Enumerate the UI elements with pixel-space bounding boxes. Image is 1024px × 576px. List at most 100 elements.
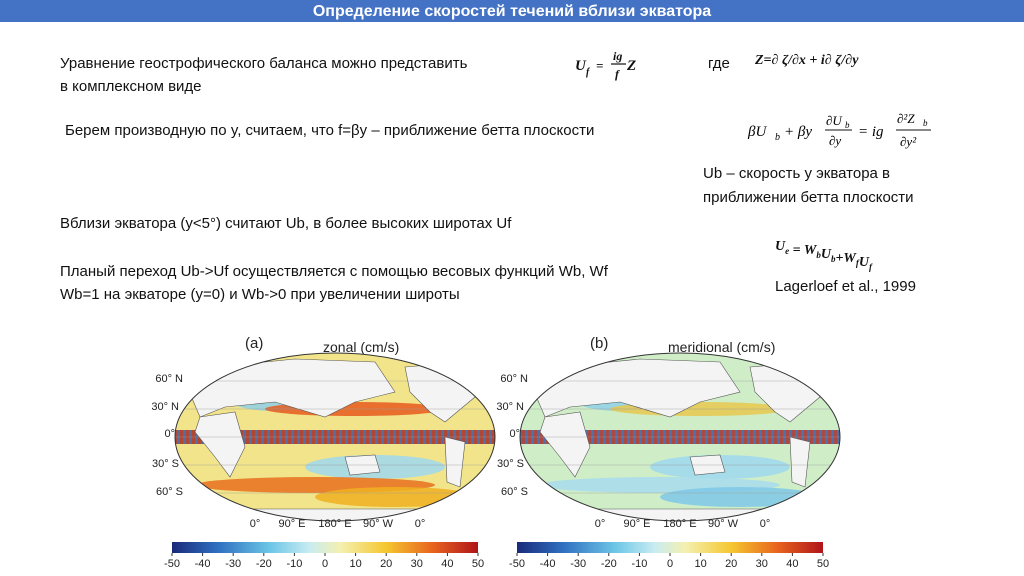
formula-text: ∂U [826, 113, 843, 128]
formula-token: U [775, 239, 786, 254]
land [444, 436, 466, 488]
map-outline [519, 352, 841, 522]
colorbar-tick-label: 50 [817, 558, 829, 570]
paragraph: где [708, 55, 730, 72]
formula-subscript: b [831, 254, 836, 264]
formula-text: b [923, 118, 928, 128]
colorbar [172, 542, 478, 553]
map-figure: (a) zonal (cm/s) 60° N 30° N 0° 30° S 60° S 0° 9… [151, 335, 496, 570]
lon-label: 180° E [663, 518, 696, 530]
colorbar-tick-label: -40 [540, 558, 556, 570]
formula-text: = [596, 58, 603, 73]
formula-token: +W [835, 251, 857, 266]
colorbar-tick-label: -40 [195, 558, 211, 570]
formula-token: = [789, 243, 804, 258]
title-bar [0, 0, 1024, 22]
formula-uf: U f = ig f Z [575, 49, 636, 81]
formula-text: U [575, 58, 587, 74]
land [529, 358, 741, 418]
formula-text: ∂y² [900, 134, 917, 149]
colorbar-tick-label: -30 [225, 558, 241, 570]
colorbar-tick-label: -30 [570, 558, 586, 570]
land [194, 411, 246, 478]
formula-text: + βy [784, 124, 812, 140]
lon-label: 0° [595, 518, 606, 530]
lon-label: 0° [250, 518, 261, 530]
colorbar-tick-label: -10 [631, 558, 647, 570]
lat-label: 60° S [501, 486, 528, 498]
lat-label: 60° S [156, 486, 183, 498]
colorbar-tick-label: 0 [667, 558, 673, 570]
lat-label: 30° N [496, 401, 524, 413]
panel-title: meridional (cm/s) [668, 339, 775, 355]
paragraph: Вблизи экватора (y<5°) считают Ub, в бол… [60, 215, 512, 232]
paragraph: Планый переход Ub->Uf осуществляется с п… [60, 263, 609, 280]
land [539, 411, 591, 478]
formula-text: ∂y [829, 133, 841, 148]
colorbar-tick-label: -50 [509, 558, 525, 570]
lat-label: 60° N [155, 373, 183, 385]
formula-text: Z [626, 58, 636, 74]
colorbar-tick-label: 10 [694, 558, 706, 570]
paragraph: в комплексном виде [60, 78, 202, 95]
colorbar-tick-label: -20 [256, 558, 272, 570]
map-pattern [660, 487, 820, 507]
land [789, 436, 811, 488]
formula-subscript: f [856, 258, 860, 268]
citation: Lagerloef et al., 1999 [775, 278, 916, 295]
paragraph: приближении бетта плоскости [703, 189, 914, 206]
formula-text: ig [613, 49, 622, 63]
colorbar-tick-label: 30 [756, 558, 768, 570]
formula-text: f [615, 67, 620, 81]
colorbar-tick-label: 40 [441, 558, 453, 570]
colorbar-tick-label: 10 [349, 558, 361, 570]
formula-subscript: b [816, 250, 821, 260]
colorbar [517, 542, 823, 553]
formula-token: W [804, 243, 818, 258]
formula-text: βU [747, 124, 767, 140]
colorbar-tick-label: 50 [472, 558, 484, 570]
formula-text: b [845, 120, 850, 130]
paragraph: Ub – скорость у экватора в [703, 165, 890, 182]
map [520, 353, 840, 521]
formula-beta: βU b + βy ∂U b ∂y = ig ∂²Z b ∂y² [747, 111, 931, 149]
formula-token: U [859, 255, 870, 270]
formula-z: Z=∂ ζ/∂x + i∂ ζ/∂y [754, 53, 859, 68]
formula-text: f [586, 67, 591, 78]
formula-token: U [821, 247, 832, 262]
lon-label: 90° W [708, 518, 739, 530]
map [175, 353, 495, 521]
formula-text: ∂²Z [897, 111, 915, 126]
formula-subscript: e [785, 246, 789, 256]
lat-label: 0° [509, 428, 520, 440]
map-pattern [315, 487, 475, 507]
lat-label: 30° N [151, 401, 179, 413]
formula-text: b [775, 132, 780, 143]
lon-label: 0° [415, 518, 426, 530]
colorbar-tick-label: -10 [286, 558, 302, 570]
lat-label: 30° S [152, 458, 179, 470]
slide-title: Определение скоростей течений вблизи экв… [313, 3, 711, 20]
colorbar-tick-label: -50 [164, 558, 180, 570]
figures: (a) zonal (cm/s) 60° N 30° N 0° 30° S 60° S 0° 9… [151, 335, 841, 570]
panel-label: (a) [245, 335, 263, 352]
colorbar-tick-label: 30 [411, 558, 423, 570]
colorbar-tick-label: 0 [322, 558, 328, 570]
lat-label: 60° N [500, 373, 528, 385]
lon-label: 90° E [623, 518, 650, 530]
lat-label: 30° S [497, 458, 524, 470]
colorbar-tick-label: -20 [601, 558, 617, 570]
paragraph: Wb=1 на экваторе (y=0) и Wb->0 при увели… [60, 286, 460, 303]
formula-text: = ig [858, 124, 884, 140]
paragraph: Уравнение геострофического баланса можно… [60, 55, 468, 72]
formula-subscript: f [869, 262, 873, 272]
lon-label: 90° W [363, 518, 394, 530]
land [184, 358, 396, 418]
map-outline [174, 352, 496, 522]
lon-label: 180° E [318, 518, 351, 530]
colorbar-tick-label: 20 [725, 558, 737, 570]
lon-label: 90° E [278, 518, 305, 530]
paragraph: Берем производную по y, считаем, что f=β… [65, 122, 594, 139]
map-figure: (b) meridional (cm/s) 60° N 30° N 0° 30° S 60°… [496, 335, 841, 570]
